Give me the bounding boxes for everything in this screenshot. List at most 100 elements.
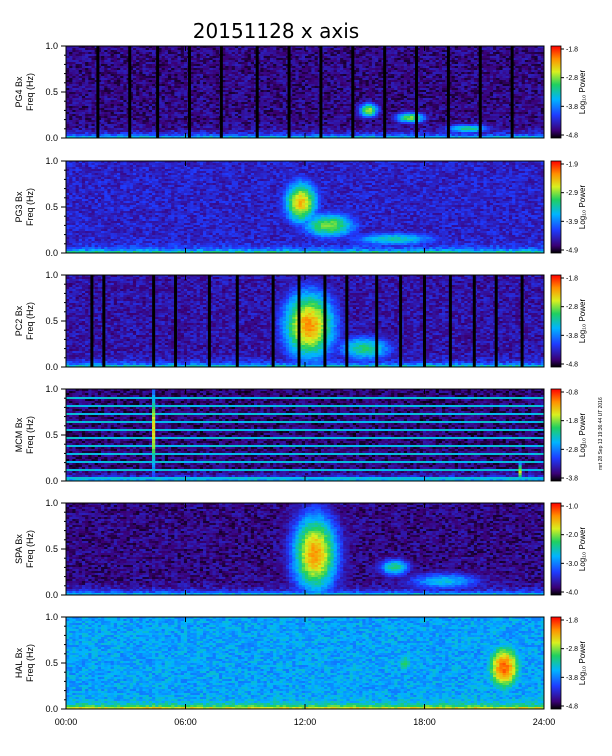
heatmap-cell [490,56,494,58]
heatmap-cell [235,74,239,76]
heatmap-cell [308,50,312,52]
heatmap-cell [369,66,373,68]
heatmap-cell [461,70,465,72]
heatmap-cell [241,58,245,60]
heatmap-cell [464,74,468,76]
heatmap-cell [474,62,478,64]
heatmap-cell [162,58,166,60]
heatmap-cell [436,80,440,82]
heatmap-cell [91,86,95,88]
heatmap-cell [82,50,86,52]
heatmap-cell [85,78,89,80]
heatmap-cell [197,66,201,68]
heatmap-cell [248,72,252,74]
heatmap-cell [499,64,503,66]
heatmap-cell [496,72,500,74]
heatmap-cell [420,68,424,70]
heatmap-cell [534,84,538,86]
heatmap-cell [343,76,347,78]
heatmap-cell [88,86,92,88]
heatmap-cell [423,66,427,68]
heatmap-cell [206,62,210,64]
heatmap-cell [410,72,414,74]
heatmap-cell [260,72,264,74]
heatmap-cell [133,80,137,82]
heatmap-cell [162,80,166,82]
heatmap-cell [302,82,306,84]
heatmap-cell [420,72,424,74]
heatmap-cell [534,76,538,78]
heatmap-cell [404,78,408,80]
heatmap-cell [375,66,379,68]
heatmap-cell [432,54,436,56]
heatmap-cell [490,58,494,60]
heatmap-cell [423,82,427,84]
heatmap-cell [79,66,83,68]
heatmap-cell [206,70,210,72]
heatmap-cell [168,48,172,50]
heatmap-cell [82,48,86,50]
heatmap-cell [292,50,296,52]
heatmap-cell [308,54,312,56]
heatmap-cell [171,56,175,58]
heatmap-cell [378,54,382,56]
heatmap-cell [356,76,360,78]
heatmap-cell [225,76,229,78]
heatmap-cell [468,78,472,80]
heatmap-cell [493,64,497,66]
heatmap-cell [165,48,169,50]
heatmap-cell [149,54,153,56]
heatmap-cell [232,66,236,68]
heatmap-cell [248,64,252,66]
heatmap-cell [337,54,341,56]
heatmap-cell [295,56,299,58]
heatmap-cell [232,50,236,52]
heatmap-cell [117,64,121,66]
heatmap-cell [142,50,146,52]
heatmap-cell [490,80,494,82]
heatmap-cell [490,78,494,80]
heatmap-cell [299,60,303,62]
heatmap-cell [267,54,271,56]
heatmap-cell [426,76,430,78]
heatmap-cell [487,60,491,62]
heatmap-cell [366,74,370,76]
heatmap-cell [436,56,440,58]
heatmap-cell [359,84,363,86]
heatmap-cell [442,50,446,52]
heatmap-cell [468,68,472,70]
heatmap-cell [506,62,510,64]
heatmap-cell [299,78,303,80]
heatmap-cell [72,56,76,58]
heatmap-cell [503,68,507,70]
heatmap-cell [88,58,92,60]
heatmap-cell [359,74,363,76]
heatmap-cell [490,66,494,68]
heatmap-cell [82,82,86,84]
heatmap-cell [142,54,146,56]
heatmap-cell [111,80,115,82]
heatmap-cell [178,64,182,66]
heatmap-cell [308,52,312,54]
heatmap-cell [315,86,319,88]
heatmap-cell [264,78,268,80]
heatmap-cell [216,70,220,72]
heatmap-cell [503,54,507,56]
heatmap-cell [401,56,405,58]
heatmap-cell [458,58,462,60]
heatmap-cell [394,66,398,68]
heatmap-cell [346,60,350,62]
heatmap-cell [356,54,360,56]
heatmap-cell [174,68,178,70]
heatmap-cell [209,52,213,54]
heatmap-cell [85,58,89,60]
heatmap-cell [346,66,350,68]
heatmap-cell [522,78,526,80]
heatmap-cell [362,80,366,82]
heatmap-cell [69,86,73,88]
heatmap-cell [506,72,510,74]
heatmap-cell [267,48,271,50]
heatmap-cell [464,68,468,70]
heatmap-cell [324,70,328,72]
heatmap-cell [295,54,299,56]
